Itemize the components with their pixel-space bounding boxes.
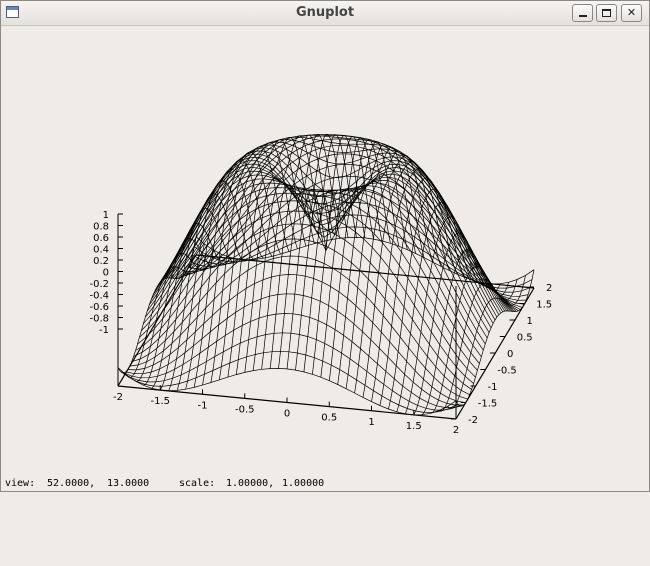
mesh-line-x (180, 144, 519, 312)
x-tick-label: 1 (368, 417, 374, 428)
tick-labels: -2 -1.5 -1 -0.5 0 0.5 1 1.5 2-2-1.5-1-0.500.511.… (89, 210, 552, 436)
x-tick-label: 1.5 (406, 421, 422, 432)
mesh-line-y (312, 138, 391, 375)
back-axes (117, 214, 535, 387)
minimize-icon (579, 15, 587, 17)
title-bar[interactable]: Gnuplot ✕ (1, 1, 649, 26)
y-tick-label: -1.5 (478, 399, 498, 410)
y-tick-label: 1.5 (536, 300, 552, 311)
status-view-rot-x: 52.0000, (47, 478, 96, 489)
x-tick-label: 0.5 (321, 413, 337, 424)
z-tick-label: 0.6 (93, 233, 109, 244)
mesh-line-x (178, 138, 517, 312)
mesh-line-y (413, 232, 493, 415)
y-tick-label: 2 (546, 283, 552, 294)
mesh-line-y (388, 188, 467, 410)
y-tick-label: -1 (488, 382, 498, 393)
z-tick-label: 0.8 (93, 222, 109, 233)
mesh-line-y (345, 150, 425, 389)
z-tick-label: 0.2 (93, 256, 109, 267)
y-tick-label: 0 (507, 349, 513, 360)
mesh-line-x (119, 350, 459, 413)
mesh-line-y (235, 137, 315, 375)
status-scale-x: 1.00000, (226, 478, 275, 489)
y-tick-label: -0.5 (497, 366, 517, 377)
mesh-line-y (303, 137, 383, 372)
status-scale-label: scale: (179, 478, 216, 489)
mesh-line-y (396, 201, 475, 412)
mesh-line-y (159, 207, 239, 391)
mesh-line-y (371, 168, 450, 402)
maximize-icon (602, 9, 611, 17)
status-view-rot-z: 13.0000 (107, 478, 150, 489)
mesh-line-x (190, 201, 529, 297)
z-tick-label: -0.8 (89, 314, 109, 325)
mesh-line-y (404, 216, 484, 414)
z-tick-label: 1 (103, 210, 109, 221)
z-tick-label: -0.6 (89, 302, 109, 313)
z-tick-label: 0 (103, 268, 109, 279)
y-tick-label: -2 (468, 415, 478, 426)
status-scale-z: 1.00000 (282, 478, 325, 489)
maximize-button[interactable] (596, 4, 617, 22)
gnuplot-window: Gnuplot ✕ -2 -1.5 -1 -0.5 0 0.5 1 1.5 2 -2 -1.5 -1-… (0, 0, 650, 492)
mesh-line-x (170, 136, 509, 312)
close-icon: ✕ (626, 6, 637, 19)
app-window-icon[interactable] (6, 6, 19, 18)
mesh-line-y (320, 141, 400, 378)
surface-wireframe (117, 133, 535, 416)
x-tick-label: -0.5 (235, 404, 255, 415)
minimize-button[interactable] (572, 4, 593, 22)
mesh-line-x (176, 134, 515, 312)
close-button[interactable]: ✕ (621, 4, 642, 22)
mesh-line-x (162, 147, 502, 314)
mesh-line-x (174, 133, 513, 312)
z-tick-label: -0.2 (89, 279, 109, 290)
mesh-line-y (295, 135, 374, 371)
x-tick-label: -1 (198, 400, 208, 411)
mesh-line-x (186, 175, 525, 305)
mesh-line-x (195, 236, 535, 285)
window-title: Gnuplot (295, 5, 355, 20)
status-bar: view: 52.0000, 13.0000 scale: 1.00000, 1… (1, 478, 649, 491)
mesh-line-x (184, 163, 523, 308)
y-tick-label: 0.5 (517, 333, 533, 344)
mesh-line-x (191, 214, 531, 293)
mesh-line-x (182, 153, 521, 310)
mesh-line-y (438, 279, 518, 412)
z-tick-label: 0.4 (93, 245, 109, 256)
mesh-line-y (185, 168, 264, 390)
z-tick-label: -0.4 (89, 291, 109, 302)
x-tick-label: -1.5 (150, 396, 170, 407)
x-tick-label: 0 (284, 409, 290, 420)
z-tick-label: -1 (99, 325, 109, 336)
x-tick-label: -2 (113, 392, 123, 403)
mesh-line-y (362, 161, 442, 398)
x-tick-label: 2 (453, 425, 459, 436)
mesh-line-y (379, 177, 459, 406)
front-axes (117, 213, 535, 420)
y-tick-label: 1 (527, 316, 533, 327)
surface-plot[interactable]: -2 -1.5 -1 -0.5 0 0.5 1 1.5 2-2-1.5-1-0.500.511.… (1, 26, 649, 478)
plot-area[interactable]: -2 -1.5 -1 -0.5 0 0.5 1 1.5 2 -2 -1.5 -1 -0.5 0 0.5 1 1.… (1, 26, 649, 478)
mesh-line-x (160, 150, 500, 315)
mesh-line-y (337, 147, 417, 385)
mesh-line-y (447, 275, 526, 410)
status-view-label: view: (5, 478, 36, 489)
